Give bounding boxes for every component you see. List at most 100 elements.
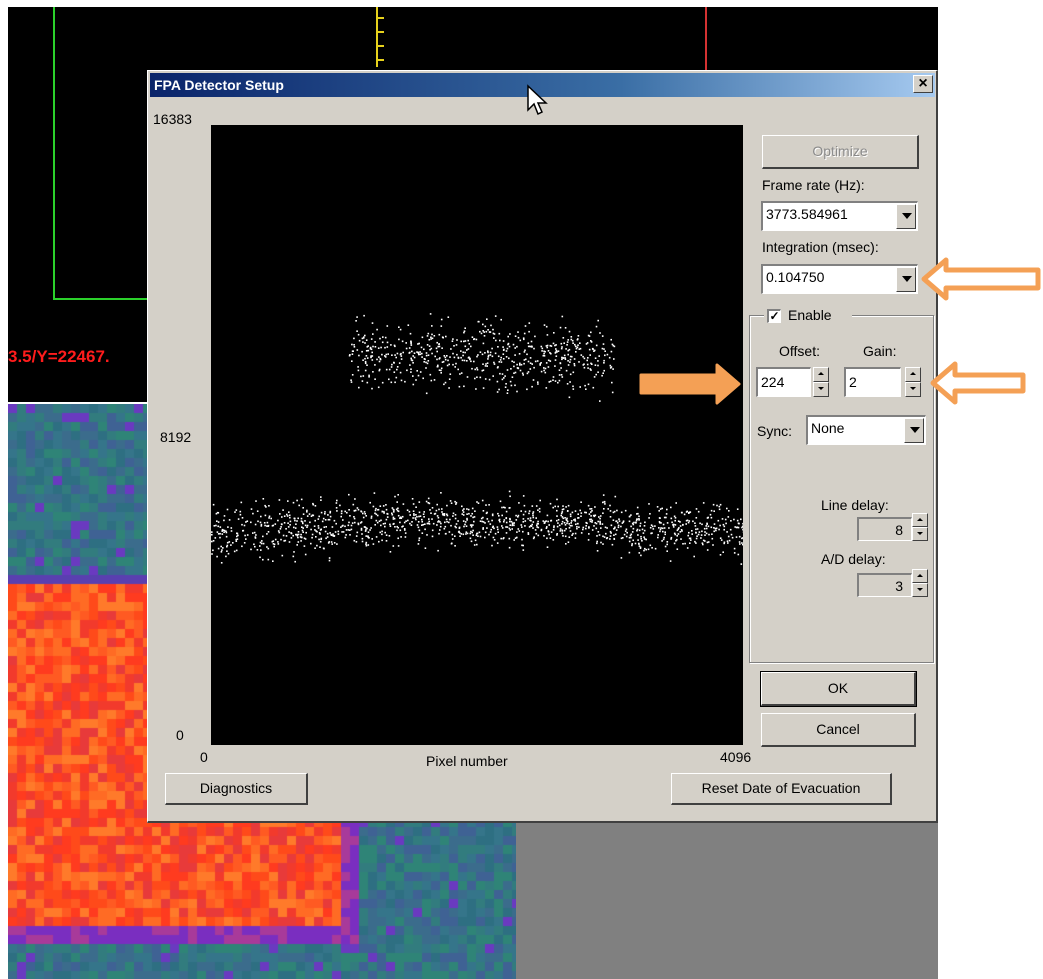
close-button[interactable]: ×: [913, 75, 933, 93]
scatter-point: [636, 513, 638, 515]
scatter-point: [302, 513, 305, 515]
line-delay-up-icon[interactable]: [912, 513, 928, 527]
scatter-point: [492, 525, 494, 528]
scatter-point: [415, 518, 417, 521]
scatter-point: [483, 331, 485, 333]
scatter-point: [415, 514, 417, 516]
scatter-point: [335, 522, 337, 525]
ad-delay-up-icon[interactable]: [912, 569, 928, 583]
scatter-point: [395, 508, 398, 511]
offset-spinner[interactable]: [813, 367, 829, 397]
scatter-point: [482, 363, 484, 365]
scatter-point: [405, 342, 407, 344]
line-delay-spinner[interactable]: [912, 513, 928, 541]
gain-field[interactable]: 2: [844, 367, 901, 397]
cancel-button[interactable]: Cancel: [761, 713, 916, 747]
scatter-point: [527, 360, 530, 363]
diagnostics-button[interactable]: Diagnostics: [165, 773, 308, 805]
scatter-point: [384, 531, 386, 534]
scatter-point: [455, 344, 458, 346]
offset-up-icon[interactable]: [813, 367, 829, 382]
scatter-point: [589, 368, 592, 370]
scatter-point: [546, 546, 549, 548]
scatter-point: [677, 528, 679, 530]
scatter-point: [547, 366, 550, 368]
scatter-point: [281, 554, 284, 557]
scatter-point: [227, 552, 230, 555]
scatter-point: [225, 531, 228, 534]
integration-select[interactable]: 0.104750: [761, 264, 918, 294]
scatter-point: [464, 340, 467, 342]
scatter-point: [659, 528, 662, 531]
frame-rate-dropdown-icon[interactable]: [896, 204, 916, 229]
sync-select[interactable]: None: [806, 415, 926, 445]
ok-button[interactable]: OK: [760, 671, 917, 707]
scatter-point: [252, 532, 254, 534]
reset-date-of-evacuation-button[interactable]: Reset Date of Evacuation: [671, 773, 892, 805]
line-delay-field[interactable]: 8: [857, 517, 912, 541]
scatter-point: [737, 553, 740, 556]
scatter-point: [670, 506, 672, 509]
scatter-point: [410, 342, 412, 345]
scatter-point: [300, 517, 303, 520]
scatter-point: [254, 545, 256, 548]
gain-down-icon[interactable]: [905, 382, 921, 397]
scatter-point: [388, 378, 390, 381]
scatter-point: [532, 527, 534, 529]
title-bar[interactable]: FPA Detector Setup ×: [150, 73, 935, 97]
scatter-point: [645, 548, 647, 551]
scatter-point: [523, 504, 526, 507]
scatter-point: [590, 362, 592, 365]
offset-field[interactable]: 224: [756, 367, 811, 397]
scatter-point: [253, 543, 255, 546]
frame-rate-label: Frame rate (Hz):: [762, 177, 865, 193]
scatter-point: [481, 520, 483, 523]
scatter-point: [436, 515, 439, 517]
scatter-point: [489, 523, 492, 525]
scatter-point: [370, 517, 373, 519]
scatter-point: [379, 531, 381, 534]
integration-value: 0.104750: [766, 269, 825, 285]
scatter-point: [384, 525, 386, 528]
scatter-point: [502, 346, 504, 348]
scatter-point: [531, 363, 533, 365]
scatter-point: [545, 325, 548, 328]
scatter-point: [302, 527, 304, 529]
optimize-button[interactable]: Optimize: [762, 135, 919, 169]
scatter-point: [537, 381, 539, 383]
scatter-point: [695, 537, 698, 540]
scatter-point: [664, 533, 666, 536]
ad-delay-field[interactable]: 3: [857, 573, 912, 597]
scatter-point: [559, 362, 562, 364]
ad-delay-spinner[interactable]: [912, 569, 928, 597]
scatter-point: [427, 360, 430, 362]
sync-dropdown-icon[interactable]: [904, 418, 924, 443]
scatter-point: [348, 521, 350, 524]
scatter-point: [684, 542, 686, 545]
offset-down-icon[interactable]: [813, 382, 829, 397]
ad-delay-down-icon[interactable]: [912, 583, 928, 597]
integration-dropdown-icon[interactable]: [896, 267, 916, 292]
frame-rate-select[interactable]: 3773.584961: [761, 201, 918, 231]
scatter-point: [590, 515, 592, 517]
scatter-point: [606, 527, 608, 529]
scatter-point: [431, 352, 433, 355]
enable-checkbox-row[interactable]: ✓ Enable: [764, 307, 852, 325]
scatter-point: [631, 522, 634, 525]
scatter-point: [501, 373, 504, 375]
scatter-point: [397, 545, 400, 547]
scatter-point: [555, 355, 558, 357]
scatter-point: [489, 331, 492, 333]
gain-up-icon[interactable]: [905, 367, 921, 382]
gain-spinner[interactable]: [905, 367, 921, 397]
scatter-point: [424, 358, 426, 361]
scatter-point: [413, 356, 416, 359]
scatter-point: [337, 533, 340, 535]
line-delay-down-icon[interactable]: [912, 527, 928, 541]
enable-checkbox[interactable]: ✓: [767, 309, 781, 323]
scatter-point: [506, 369, 509, 371]
scatter-point: [522, 495, 525, 497]
scatter-point: [618, 520, 621, 522]
scatter-point: [306, 515, 309, 517]
scatter-point: [545, 520, 547, 522]
